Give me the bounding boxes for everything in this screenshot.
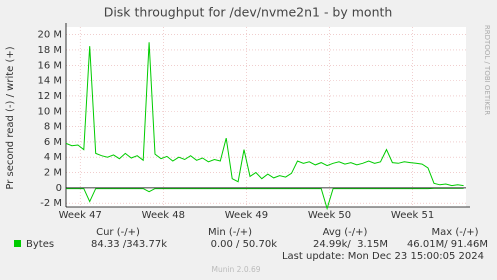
y-tick-label: 16 M — [37, 60, 62, 71]
y-tick-label: 6 M — [44, 137, 62, 148]
legend-swatch — [14, 240, 21, 247]
y-tick-label: 8 M — [44, 122, 62, 133]
summary-header: Cur (-/+) — [96, 227, 140, 238]
summary-header: Min (-/+) — [208, 227, 252, 238]
legend-label: Bytes — [26, 239, 54, 250]
plot-area — [66, 27, 466, 207]
y-axis-label: Pr second read (-) / write (+) — [5, 46, 16, 189]
y-tick-label: -2 M — [40, 198, 62, 209]
y-tick-label: 10 M — [37, 106, 62, 117]
x-tick-label: Week 51 — [391, 210, 434, 221]
summary-value: 84.33 /343.77k — [91, 239, 167, 250]
y-tick-label: 18 M — [37, 45, 62, 56]
x-tick-label: Week 50 — [308, 210, 351, 221]
read-line — [66, 187, 464, 211]
x-tick-label: Week 48 — [142, 210, 185, 221]
footer: Munin 2.0.69 — [211, 265, 260, 274]
y-tick-label: 0 — [56, 183, 62, 194]
summary-value: 0.00 / 50.70k — [211, 239, 278, 250]
y-tick-label: 20 M — [37, 30, 62, 41]
summary-value: 24.99k/ 3.15M — [313, 239, 388, 250]
summary-header: Max (-/+) — [431, 227, 478, 238]
chart-title: Disk throughput for /dev/nvme2n1 - by mo… — [104, 5, 393, 20]
write-line — [65, 42, 464, 187]
last-update: Last update: Mon Dec 23 15:00:05 2024 — [282, 251, 484, 262]
x-tick-label: Week 49 — [225, 210, 268, 221]
summary-value: 46.01M/ 91.46M — [407, 239, 488, 250]
side-text: RRDTOOL / TOBI OETIKER — [483, 25, 491, 115]
x-tick-label: Week 47 — [59, 210, 102, 221]
y-tick-label: 2 M — [44, 168, 62, 179]
y-tick-label: 12 M — [37, 91, 62, 102]
summary-header: Avg (-/+) — [323, 227, 368, 238]
y-tick-label: 4 M — [44, 152, 62, 163]
y-tick-label: 14 M — [37, 76, 62, 87]
